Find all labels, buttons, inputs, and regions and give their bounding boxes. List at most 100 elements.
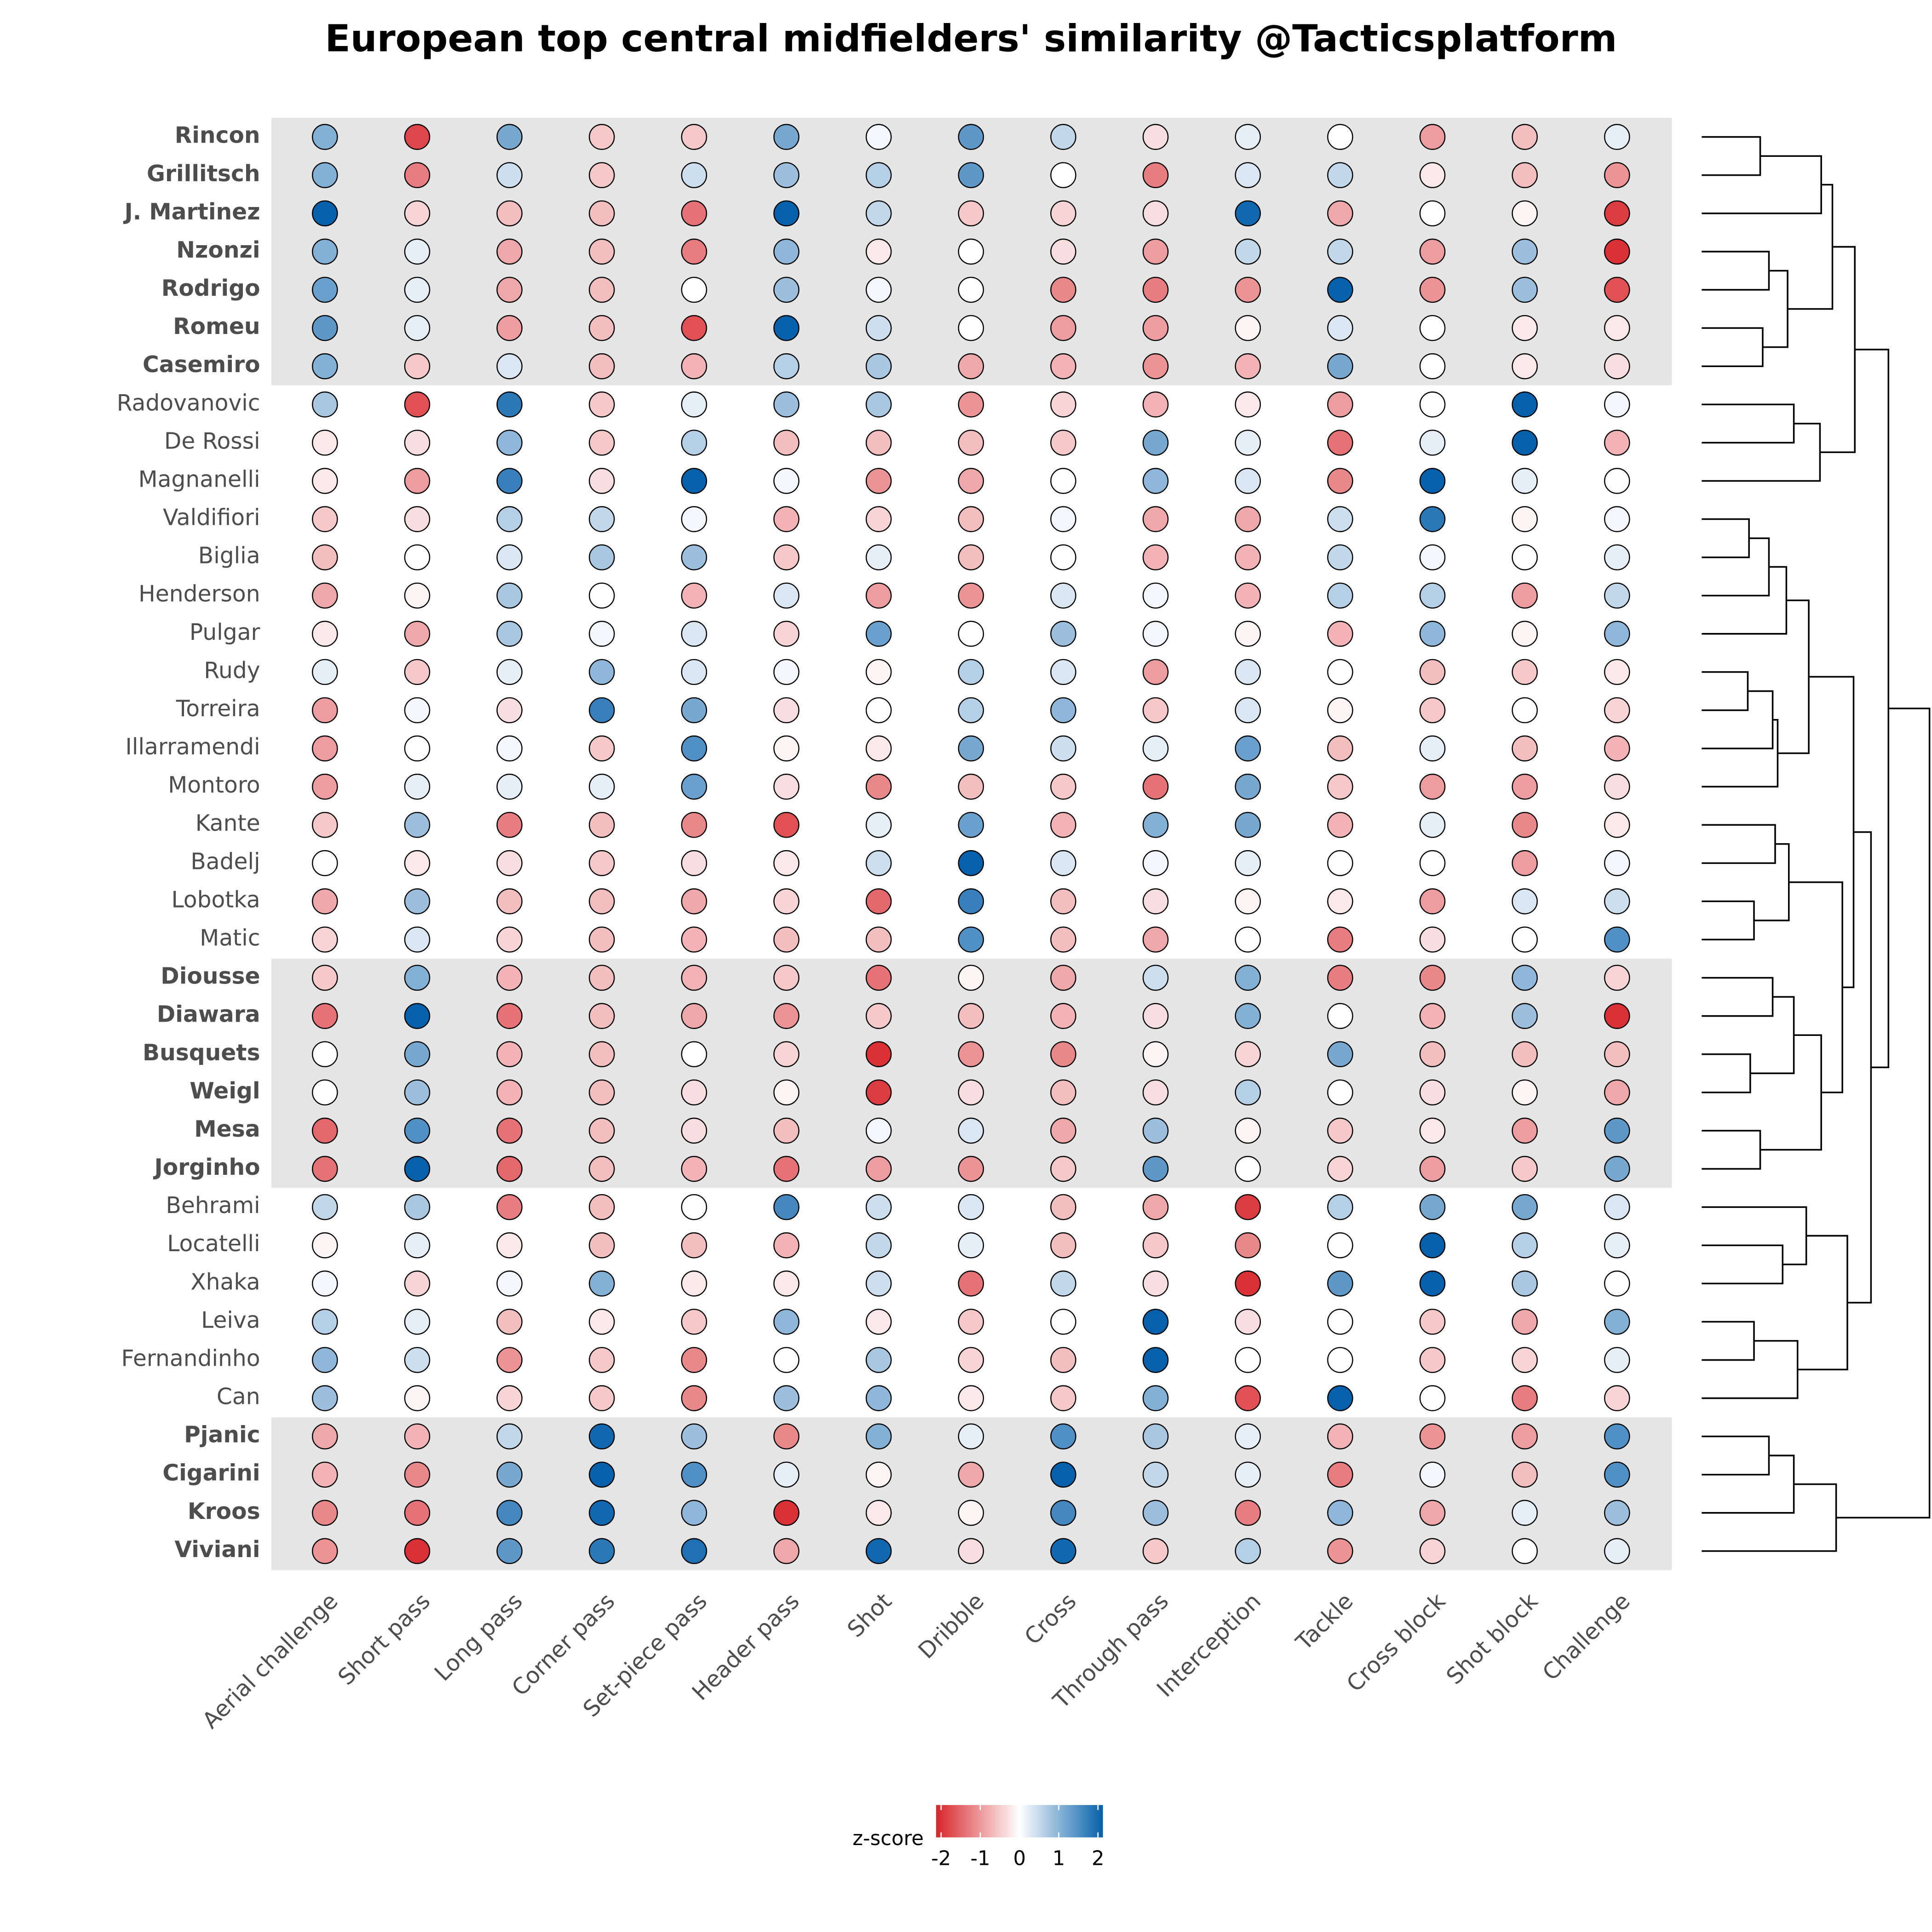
dot xyxy=(1235,965,1261,991)
dot xyxy=(1604,391,1630,418)
dot xyxy=(1050,1500,1076,1526)
dot xyxy=(1604,162,1630,189)
dendrogram-branch xyxy=(1820,246,1856,453)
dot xyxy=(773,773,799,800)
dendrogram-branch xyxy=(1777,599,1810,754)
dot xyxy=(1419,773,1446,800)
dot xyxy=(312,1461,338,1488)
dot xyxy=(1142,965,1169,991)
dot xyxy=(958,1500,984,1526)
dot xyxy=(1142,200,1169,227)
dot xyxy=(1419,888,1446,914)
dot xyxy=(496,353,523,380)
dot xyxy=(404,391,431,418)
dot xyxy=(773,1347,799,1373)
dot xyxy=(681,468,707,494)
dot xyxy=(1419,965,1446,991)
dot xyxy=(865,1538,892,1564)
dot xyxy=(958,1271,984,1297)
row-label: Diawara xyxy=(157,1002,260,1028)
dot xyxy=(681,1041,707,1068)
row-label: Illarramendi xyxy=(126,734,260,760)
dot xyxy=(588,1194,615,1220)
dot xyxy=(1419,1500,1446,1526)
dot xyxy=(1419,276,1446,303)
dot xyxy=(588,1117,615,1144)
dendrogram-branch xyxy=(1788,184,1834,310)
dot xyxy=(865,544,892,570)
dot xyxy=(588,353,615,380)
dot xyxy=(1419,1271,1446,1297)
dot xyxy=(496,850,523,876)
dot xyxy=(1419,582,1446,609)
dot xyxy=(588,430,615,456)
colorbar-tick-label: 0 xyxy=(1013,1847,1026,1870)
row-label: Viviani xyxy=(174,1537,260,1563)
dot xyxy=(1327,735,1353,762)
dot xyxy=(1142,1385,1169,1411)
dot xyxy=(1142,659,1169,685)
dot xyxy=(496,238,523,265)
dot xyxy=(1604,1041,1630,1068)
column-label: Short pass xyxy=(333,1588,435,1690)
row-label: Henderson xyxy=(138,581,260,607)
dot xyxy=(1050,1461,1076,1488)
dot xyxy=(1050,811,1076,838)
dot xyxy=(1604,1423,1630,1449)
dot xyxy=(865,1079,892,1106)
dot xyxy=(1142,468,1169,494)
dot xyxy=(958,926,984,953)
dot xyxy=(865,1271,892,1297)
dot xyxy=(404,811,431,838)
dot xyxy=(1327,1003,1353,1029)
dot xyxy=(773,1041,799,1068)
dot xyxy=(404,1309,431,1335)
dot xyxy=(312,1003,338,1029)
dot xyxy=(1512,582,1538,609)
dot xyxy=(681,811,707,838)
dot xyxy=(1327,238,1353,265)
dot xyxy=(1142,888,1169,914)
dot xyxy=(1050,1003,1076,1029)
dot xyxy=(1512,1538,1538,1564)
dot xyxy=(1235,1194,1261,1220)
dot xyxy=(865,238,892,265)
dot xyxy=(1512,1461,1538,1488)
dot xyxy=(1604,811,1630,838)
dot xyxy=(958,582,984,609)
dot xyxy=(1604,1461,1630,1488)
dot xyxy=(1235,238,1261,265)
dot xyxy=(1419,1347,1446,1373)
dot xyxy=(1419,315,1446,341)
row-label: Fernandinho xyxy=(121,1346,260,1371)
dot xyxy=(958,1156,984,1182)
dot xyxy=(1512,1194,1538,1220)
dot xyxy=(404,582,431,609)
dot xyxy=(1235,1271,1261,1297)
dot xyxy=(496,1156,523,1182)
dot xyxy=(1512,353,1538,380)
dot xyxy=(1512,965,1538,991)
dot xyxy=(773,697,799,724)
dot xyxy=(1512,1271,1538,1297)
dot xyxy=(681,506,707,532)
dot xyxy=(681,1423,707,1449)
dot xyxy=(773,850,799,876)
dot xyxy=(1235,162,1261,189)
dot xyxy=(865,1500,892,1526)
dot xyxy=(404,926,431,953)
dendrogram-branch xyxy=(1702,423,1821,482)
dot xyxy=(958,1538,984,1564)
dot xyxy=(1235,697,1261,724)
dot xyxy=(496,468,523,494)
dot xyxy=(865,926,892,953)
dot xyxy=(312,1232,338,1259)
dot xyxy=(588,659,615,685)
dot xyxy=(1235,1079,1261,1106)
dot xyxy=(681,582,707,609)
dot xyxy=(312,888,338,914)
dot xyxy=(312,965,338,991)
dot xyxy=(1512,276,1538,303)
dot xyxy=(1235,735,1261,762)
dot xyxy=(681,1538,707,1564)
